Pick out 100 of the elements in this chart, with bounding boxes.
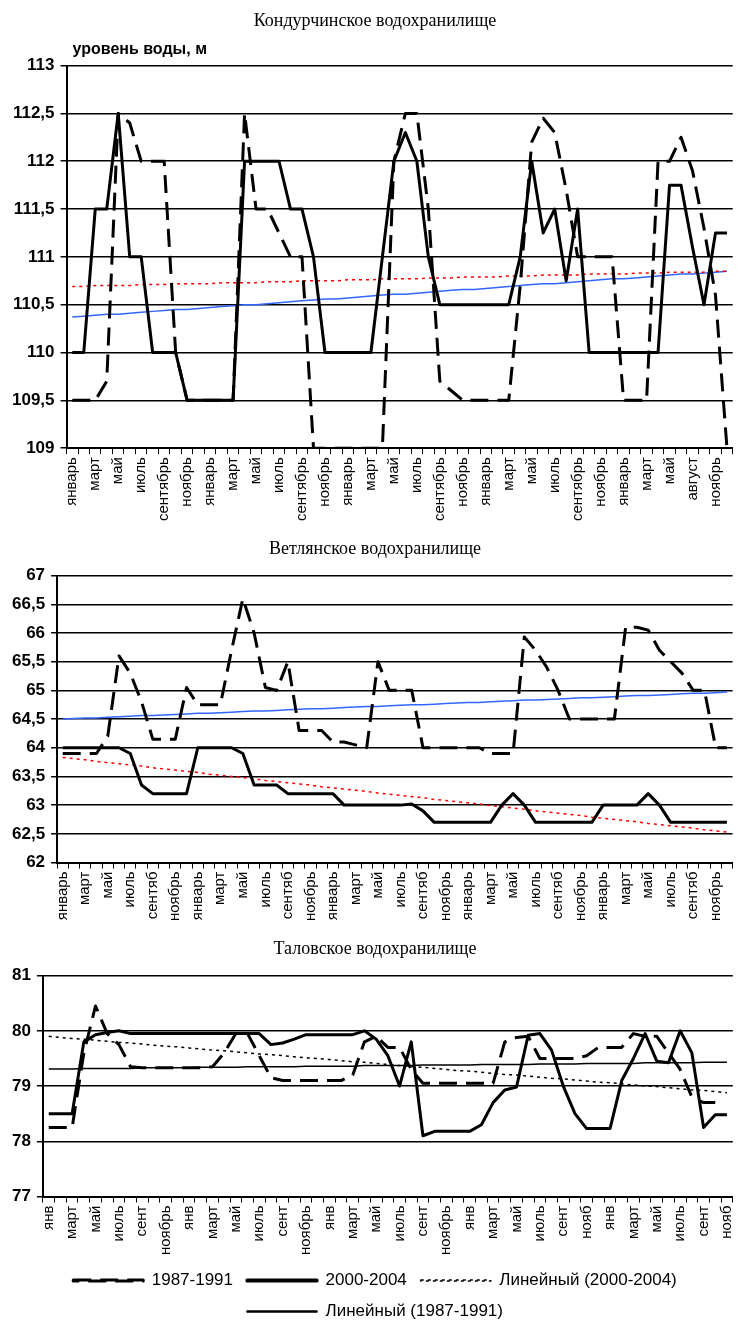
x-tick-label: январь — [613, 456, 631, 506]
y-tick-label: 64,5 — [11, 708, 46, 728]
y-tick-label: 110,5 — [12, 294, 55, 314]
y-tick-label: 63 — [26, 794, 46, 814]
chart-title: Таловское водохранилище — [273, 937, 477, 958]
x-tick-label: май — [97, 871, 115, 899]
x-tick-label: ноябрь — [435, 871, 453, 921]
x-tick-label: июль — [131, 456, 149, 494]
x-tick-label: июль — [670, 1205, 688, 1242]
x-tick-label: январь — [475, 456, 493, 506]
x-tick-label: июль — [660, 871, 678, 908]
y-tick-label: 112,5 — [12, 103, 55, 123]
x-tick-label: май — [85, 1205, 103, 1233]
x-tick-label: март — [480, 871, 498, 906]
x-tick-label: январь — [458, 871, 476, 921]
x-tick-label: март — [342, 1205, 360, 1240]
y-tick-label: 81 — [11, 965, 31, 985]
x-tick-label: январь — [52, 871, 70, 921]
x-tick-label: янв — [38, 1205, 56, 1230]
x-tick-label: март — [85, 457, 103, 491]
x-tick-label: май — [506, 1205, 524, 1233]
y-tick-label: 67 — [26, 565, 46, 585]
x-tick-label: сентяб — [278, 871, 296, 920]
x-tick-label: май — [225, 1205, 243, 1233]
x-tick-label: январь — [593, 871, 611, 921]
x-tick-label: ноябрь — [590, 456, 608, 507]
y-tick-label: 79 — [11, 1075, 31, 1095]
y-tick-label: 64 — [26, 737, 46, 757]
x-tick-label: март — [498, 457, 516, 491]
x-tick-label: май — [108, 457, 126, 485]
x-tick-label: сент — [132, 1205, 150, 1237]
x-tick-label: ноябрь — [452, 456, 470, 507]
x-tick-label: май — [503, 871, 521, 899]
x-tick-label: ноябрь — [315, 456, 333, 507]
chart-title: Кондурчинское водохранилище — [253, 9, 497, 30]
x-tick-label: август — [682, 457, 700, 501]
x-tick-label: март — [345, 871, 363, 906]
x-tick-label: январь — [323, 871, 341, 921]
x-tick-label: сентябрь — [567, 456, 585, 522]
x-tick-label: июль — [530, 1205, 548, 1242]
x-tick-label: янв — [319, 1205, 337, 1230]
x-tick-label: сентяб — [142, 871, 160, 920]
x-tick-label: ноябрь — [296, 1205, 314, 1255]
legend-label: 2000-2004 — [325, 1270, 407, 1290]
y-tick-label: 62 — [26, 852, 46, 872]
x-tick-label: июль — [544, 456, 562, 494]
x-tick-label: январь — [187, 871, 205, 921]
y-axis-title: уровень воды, м — [72, 40, 207, 58]
legend-label: Линейный (1987-1991) — [325, 1301, 503, 1321]
y-tick-label: 77 — [11, 1186, 31, 1206]
x-tick-label: май — [368, 871, 386, 899]
x-tick-label: июль — [269, 456, 287, 494]
y-tick-label: 111 — [28, 246, 55, 266]
x-tick-label: март — [636, 457, 654, 491]
x-tick-label: янв — [179, 1205, 197, 1230]
x-tick-label: сентябрь — [154, 456, 172, 522]
x-tick-label: июль — [525, 871, 543, 908]
y-tick-label: 65,5 — [11, 651, 46, 671]
y-tick-label: 113 — [27, 55, 55, 75]
x-tick-label: май — [246, 457, 264, 485]
x-tick-label: июль — [390, 871, 408, 908]
x-tick-label: сентябрь — [429, 456, 447, 522]
x-tick-label: январь — [338, 456, 356, 506]
y-tick-label: 66 — [26, 622, 46, 642]
x-tick-label: нояб — [576, 1205, 594, 1239]
x-tick-label: ноябрь — [436, 1205, 454, 1255]
y-tick-label: 110 — [27, 342, 55, 362]
x-tick-label: март — [62, 1205, 80, 1240]
x-tick-label: май — [659, 457, 677, 485]
y-tick-label: 66,5 — [11, 593, 46, 613]
x-tick-label: ноябрь — [705, 871, 723, 921]
x-tick-label: май — [232, 871, 250, 899]
x-tick-label: сент — [553, 1205, 571, 1237]
x-tick-label: ноябрь — [300, 871, 318, 921]
x-tick-label: март — [483, 1205, 501, 1240]
y-tick-label: 78 — [11, 1130, 31, 1150]
x-tick-label: март — [615, 871, 633, 906]
x-tick-label: сентяб — [548, 871, 566, 920]
y-tick-label: 109 — [26, 437, 55, 457]
x-tick-label: янв — [459, 1205, 477, 1230]
x-tick-label: март — [75, 871, 93, 906]
x-tick-label: ноябрь — [705, 456, 723, 507]
x-tick-label: май — [646, 1205, 664, 1233]
x-tick-label: июль — [255, 871, 273, 908]
x-tick-label: июль — [120, 871, 138, 908]
x-tick-label: май — [521, 457, 539, 485]
x-tick-label: сент — [693, 1205, 711, 1237]
x-tick-label: нояб — [717, 1205, 735, 1239]
x-tick-label: март — [202, 1205, 220, 1240]
x-tick-label: январь — [200, 456, 218, 506]
x-tick-label: сентяб — [413, 871, 431, 920]
x-tick-label: сентяб — [683, 871, 701, 920]
legend-label: 1987-1991 — [151, 1270, 234, 1290]
x-tick-label: июль — [249, 1205, 267, 1242]
x-tick-label: сентябрь — [292, 456, 310, 522]
x-tick-label: сент — [272, 1205, 290, 1237]
x-tick-label: январь — [62, 456, 80, 506]
x-tick-label: сент — [413, 1205, 431, 1237]
legend-label: Линейный (2000-2004) — [499, 1270, 677, 1290]
x-tick-label: ноябрь — [155, 1205, 173, 1255]
